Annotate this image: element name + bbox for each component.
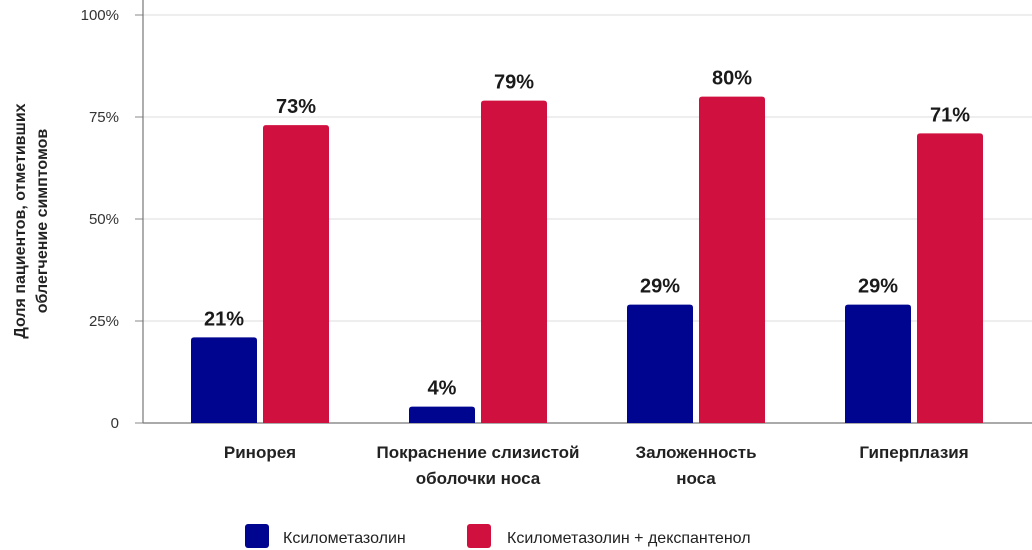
bar-xylometazoline: [409, 406, 475, 423]
bar-value-label: 80%: [712, 68, 752, 90]
bar-value-label: 71%: [930, 104, 970, 126]
category-label: носа: [676, 469, 716, 488]
category-label: Ринорея: [224, 443, 296, 462]
bar-combo: [699, 96, 765, 423]
y-axis-title-line: Доля пациентов, отметивших: [12, 103, 29, 338]
y-tick-label: 25%: [89, 313, 119, 330]
bar-combo: [917, 133, 983, 423]
y-tick-label: 75%: [89, 109, 119, 126]
bars: [191, 96, 983, 424]
bar-value-label: 73%: [276, 96, 316, 118]
category-label: Заложенность: [635, 443, 756, 462]
legend-label: Ксилометазолин + декспантенол: [507, 530, 751, 547]
y-axis-label: Доля пациентов, отметивших облегчение сим…: [12, 103, 51, 338]
bar-value-label: 4%: [428, 378, 457, 400]
bar-xylometazoline: [845, 304, 911, 423]
y-tick-label: 0: [111, 415, 119, 432]
y-axis-title-line: облегчение симптомов: [34, 129, 51, 314]
legend-swatch: [467, 524, 491, 548]
y-axis-title: Доля пациентов, отметивших облегчение сим…: [12, 103, 51, 338]
category-label: Покраснение слизистой: [376, 443, 579, 462]
category-labels: Ринорея Покраснение слизистой оболочки нос…: [224, 443, 969, 488]
bar-xylometazoline: [191, 337, 257, 423]
legend: Ксилометазолин Ксилометазолин + декспанте…: [245, 524, 751, 548]
legend-swatch: [245, 524, 269, 548]
bar-combo: [263, 125, 329, 423]
y-tick-label: 50%: [89, 211, 119, 228]
category-label: оболочки носа: [416, 469, 541, 488]
bar-value-label: 79%: [494, 72, 534, 94]
bar-value-label: 29%: [640, 276, 680, 298]
data-labels: 21% 73% 4% 79% 29% 80% 29% 71%: [204, 68, 970, 400]
bar-value-label: 29%: [858, 276, 898, 298]
axes: 0 25% 50% 75% 100%: [81, 0, 1032, 432]
category-label: Гиперплазия: [859, 443, 968, 462]
bar-combo: [481, 100, 547, 424]
legend-label: Ксилометазолин: [283, 530, 406, 547]
bar-xylometazoline: [627, 304, 693, 423]
bar-value-label: 21%: [204, 308, 244, 330]
y-tick-label: 100%: [81, 7, 119, 24]
